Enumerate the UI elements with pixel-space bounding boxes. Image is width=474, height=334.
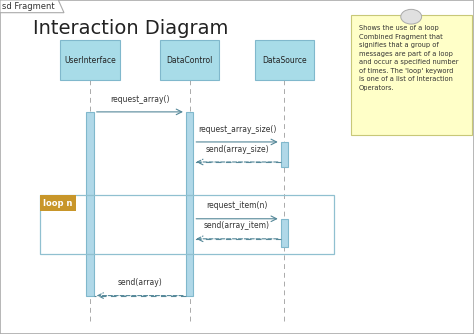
Text: UserInterface: UserInterface <box>64 56 116 64</box>
FancyBboxPatch shape <box>351 15 472 135</box>
Text: DataSource: DataSource <box>262 56 307 64</box>
FancyBboxPatch shape <box>281 219 288 247</box>
FancyBboxPatch shape <box>186 112 193 296</box>
FancyBboxPatch shape <box>40 195 76 211</box>
Text: loop n: loop n <box>44 199 73 208</box>
FancyBboxPatch shape <box>281 142 288 167</box>
FancyBboxPatch shape <box>86 112 94 296</box>
Text: Interaction Diagram: Interaction Diagram <box>33 19 228 38</box>
FancyBboxPatch shape <box>61 40 119 80</box>
Text: Shows the use of a loop
Combined Fragment that
signifies that a group of
message: Shows the use of a loop Combined Fragmen… <box>359 25 458 91</box>
Text: send(array_item): send(array_item) <box>204 221 270 230</box>
Polygon shape <box>0 0 64 13</box>
Text: request_array_size(): request_array_size() <box>198 125 276 134</box>
Text: send(array_size): send(array_size) <box>205 145 269 154</box>
FancyBboxPatch shape <box>255 40 314 80</box>
Text: request_array(): request_array() <box>110 95 170 104</box>
Circle shape <box>401 9 422 24</box>
Text: DataControl: DataControl <box>166 56 213 64</box>
FancyBboxPatch shape <box>160 40 219 80</box>
Text: request_item(n): request_item(n) <box>206 201 268 210</box>
Text: sd Fragment: sd Fragment <box>2 2 55 11</box>
Text: send(array): send(array) <box>118 278 162 287</box>
